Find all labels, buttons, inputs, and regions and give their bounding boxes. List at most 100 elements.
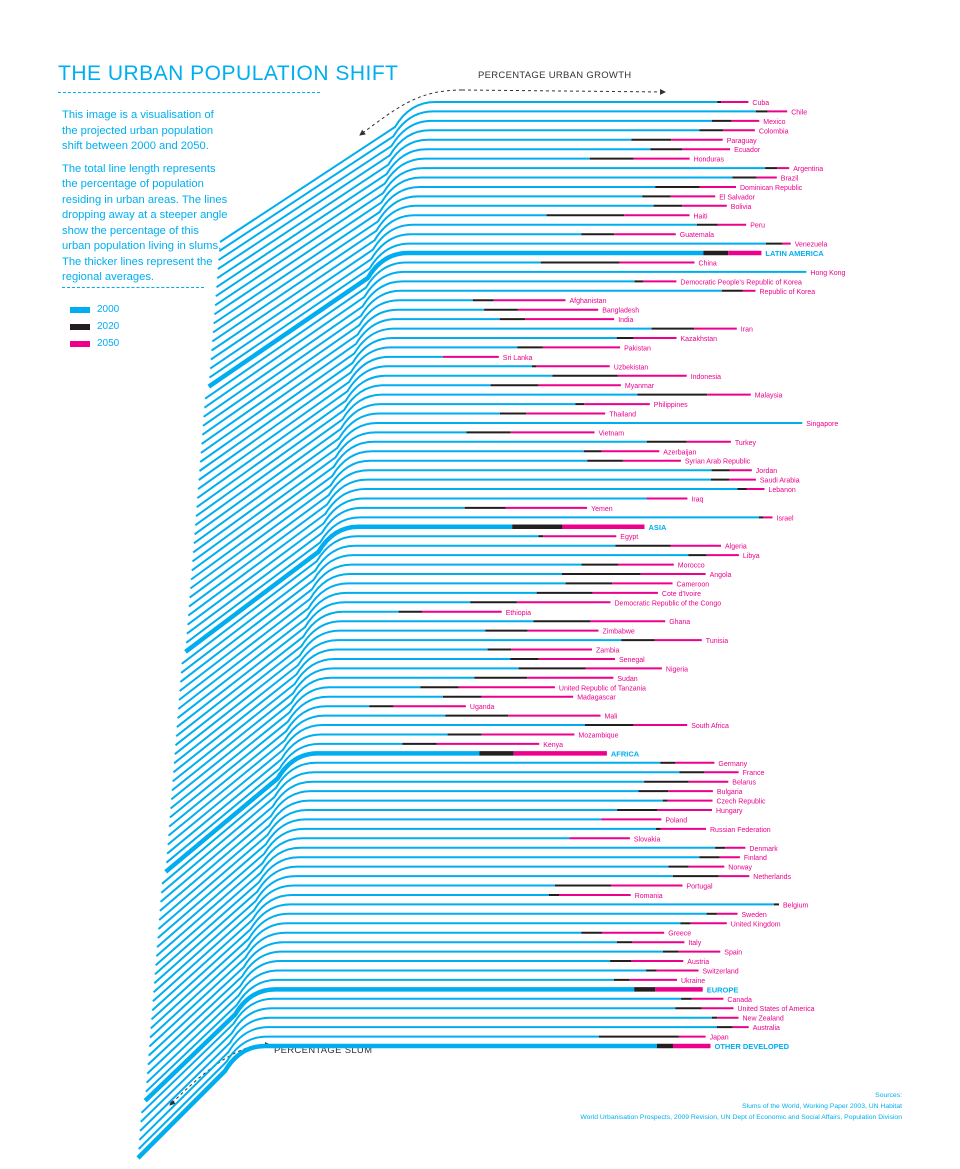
country-label-canada: Canada (727, 997, 752, 1004)
line-2000-egypt (181, 535, 539, 665)
line-2000-azerbaijan (190, 450, 584, 581)
country-label-united-kingdom: United Kingdom (731, 921, 781, 928)
legend-label-2050: 2050 (97, 338, 120, 349)
country-label-saudi-arabia: Saudi Arabia (760, 478, 800, 485)
line-2000-yemen (186, 506, 465, 635)
line-2000-other-developed (136, 1043, 657, 1160)
region-label-other-developed: OTHER DEVELOPED (715, 1042, 790, 1051)
country-label-democratic-people-s-republic-of-korea: Democratic People's Republic of Korea (680, 279, 802, 286)
country-label-brazil: Brazil (781, 176, 799, 183)
country-label-senegal: Senegal (619, 657, 645, 664)
line-2000-turkey (191, 440, 647, 572)
line-2000-hungary (157, 809, 618, 930)
country-label-portugal: Portugal (687, 884, 714, 891)
growth-arrow-curve (359, 89, 463, 136)
country-label-dominican-republic: Dominican Republic (740, 185, 803, 192)
country-label-indonesia: Indonesia (691, 374, 721, 381)
line-2000-austria (146, 960, 611, 1075)
country-label-china: China (699, 261, 717, 268)
line-2000-pakistan (198, 346, 518, 481)
line-2000-madagascar (169, 695, 443, 819)
country-label-greece: Greece (668, 931, 691, 938)
line-2000-cuba (219, 101, 718, 243)
country-label-netherlands: Netherlands (753, 874, 791, 881)
line-2000-mexico (218, 119, 712, 261)
country-label-poland: Poland (665, 817, 687, 824)
line-2000-dominican-republic (213, 186, 656, 325)
country-label-paraguay: Paraguay (727, 138, 757, 145)
line-2000-asia (184, 524, 513, 654)
line-2000-portugal (152, 884, 555, 1003)
country-label-mozambique: Mozambique (578, 733, 618, 740)
line-2000-syrian-arab-republic (189, 459, 588, 590)
line-2000-bolivia (211, 204, 654, 343)
growth-arrow (461, 88, 666, 95)
country-label-slovakia: Slovakia (634, 836, 661, 843)
line-2000-uzbekistan (196, 365, 532, 499)
country-label-sri-lanka: Sri Lanka (503, 355, 533, 362)
line-2000-norway (153, 865, 669, 984)
legend: 2000 2020 2050 (70, 302, 119, 353)
country-label-hungary: Hungary (716, 808, 743, 815)
line-2000-italy (148, 941, 617, 1057)
line-2000-ghana (174, 620, 534, 746)
line-2000-senegal (172, 658, 511, 783)
line-2000-france (160, 771, 680, 894)
country-label-argentina: Argentina (793, 166, 823, 173)
line-2000-sri-lanka (197, 355, 443, 490)
line-2000-afghanistan (201, 299, 473, 436)
line-2000-iraq (187, 497, 656, 626)
line-2000-malaysia (194, 393, 638, 527)
line-2000-europe (143, 987, 635, 1103)
line-2000-japan (137, 1035, 599, 1150)
line-2000-el-salvador (212, 195, 643, 334)
country-label-ghana: Ghana (669, 619, 690, 626)
sources-line-2: World Urbanisation Prospects, 2009 Revis… (580, 1114, 902, 1121)
intro-paragraph-1: This image is a visualisation of the pro… (62, 109, 214, 152)
line-2000-cameroon (177, 582, 566, 710)
line-2000-guatemala (209, 233, 582, 370)
line-2000-honduras (215, 157, 590, 298)
line-2000-hong-kong (203, 270, 807, 409)
line-2000-vietnam (191, 431, 467, 563)
region-label-asia: ASIA (649, 523, 668, 532)
legend-swatch-2020 (70, 323, 90, 330)
line-2000-argentina (214, 167, 766, 307)
line-2000-singapore (192, 422, 803, 554)
legend-label-2000: 2000 (97, 304, 120, 315)
country-label-madagascar: Madagascar (577, 695, 616, 702)
country-label-australia: Australia (753, 1025, 780, 1032)
line-2000-paraguay (216, 138, 632, 280)
title-divider (58, 92, 320, 93)
line-2000-brazil (213, 176, 733, 316)
country-label-india: India (618, 317, 633, 324)
country-label-peru: Peru (750, 223, 765, 230)
line-2000-republic-of-korea (202, 289, 722, 427)
country-label-france: France (743, 770, 765, 777)
line-2000-cote-d-ivoire (176, 591, 537, 719)
country-label-norway: Norway (728, 865, 752, 872)
country-label-democratic-republic-of-the-congo: Democratic Republic of the Congo (615, 600, 722, 607)
line-2000-sudan (170, 676, 475, 801)
country-label-italy: Italy (688, 940, 701, 947)
line-2000-iran (199, 327, 652, 463)
country-label-south-africa: South Africa (691, 723, 729, 730)
line-2000-jordan (189, 469, 712, 599)
line-2000-belarus (159, 780, 645, 903)
line-2000-china (204, 261, 541, 400)
country-label-lebanon: Lebanon (769, 487, 796, 494)
country-label-tunisia: Tunisia (706, 638, 728, 645)
line-2000-switzerland (145, 969, 647, 1084)
line-2000-united-kingdom (149, 922, 681, 1039)
line-2000-bulgaria (159, 790, 639, 912)
country-label-syrian-arab-republic: Syrian Arab Republic (685, 459, 751, 466)
line-2000-venezuela (208, 242, 766, 379)
line-2000-ukraine (145, 978, 614, 1093)
line-2000-latin-america (207, 250, 704, 389)
country-label-ecuador: Ecuador (734, 147, 761, 154)
line-2000-nigeria (171, 667, 519, 792)
country-label-united-republic-of-tanzania: United Republic of Tanzania (559, 685, 646, 692)
legend-item-2050: 2050 (70, 336, 119, 351)
country-label-honduras: Honduras (694, 157, 725, 164)
